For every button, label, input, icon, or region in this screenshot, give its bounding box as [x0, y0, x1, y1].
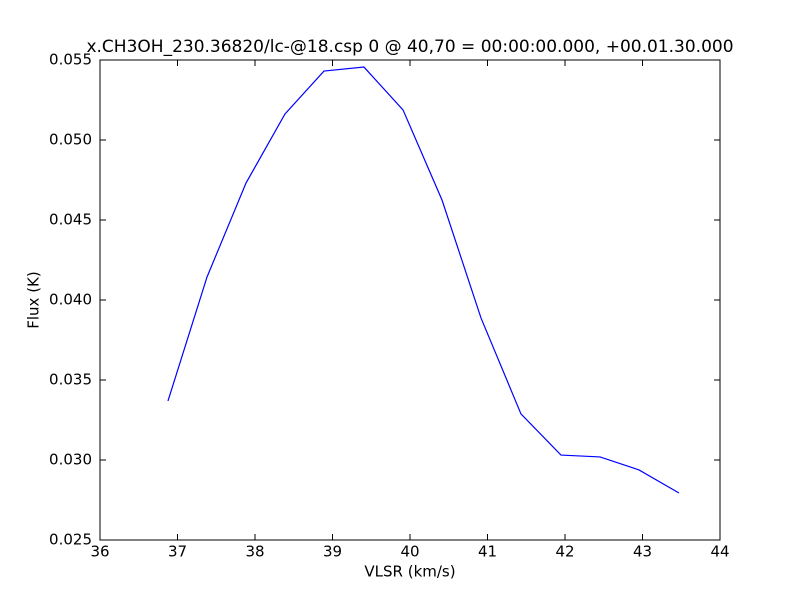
x-tick-label: 37	[168, 543, 187, 561]
chart-title: x.CH3OH_230.36820/lc-@18.csp 0 @ 40,70 =…	[86, 37, 733, 57]
x-tick-label: 43	[633, 543, 652, 561]
x-tick-label: 40	[400, 543, 419, 561]
plot-frame	[99, 59, 721, 541]
x-tick-label: 38	[245, 543, 264, 561]
x-axis-label: VLSR (km/s)	[364, 563, 455, 581]
x-tick-label: 41	[478, 543, 497, 561]
y-tick-label: 0.030	[49, 451, 92, 469]
y-tick-label: 0.035	[49, 371, 92, 389]
y-axis-label: Flux (K)	[25, 271, 43, 329]
y-tick-label: 0.050	[49, 131, 92, 149]
x-tick-label: 36	[90, 543, 109, 561]
x-tick-label: 44	[710, 543, 729, 561]
x-tick-label: 39	[323, 543, 342, 561]
y-tick-label: 0.040	[49, 291, 92, 309]
y-tick-label: 0.055	[49, 51, 92, 69]
x-tick-label: 42	[555, 543, 574, 561]
y-tick-label: 0.045	[49, 211, 92, 229]
y-tick-label: 0.025	[49, 531, 92, 549]
data-line	[167, 66, 680, 494]
